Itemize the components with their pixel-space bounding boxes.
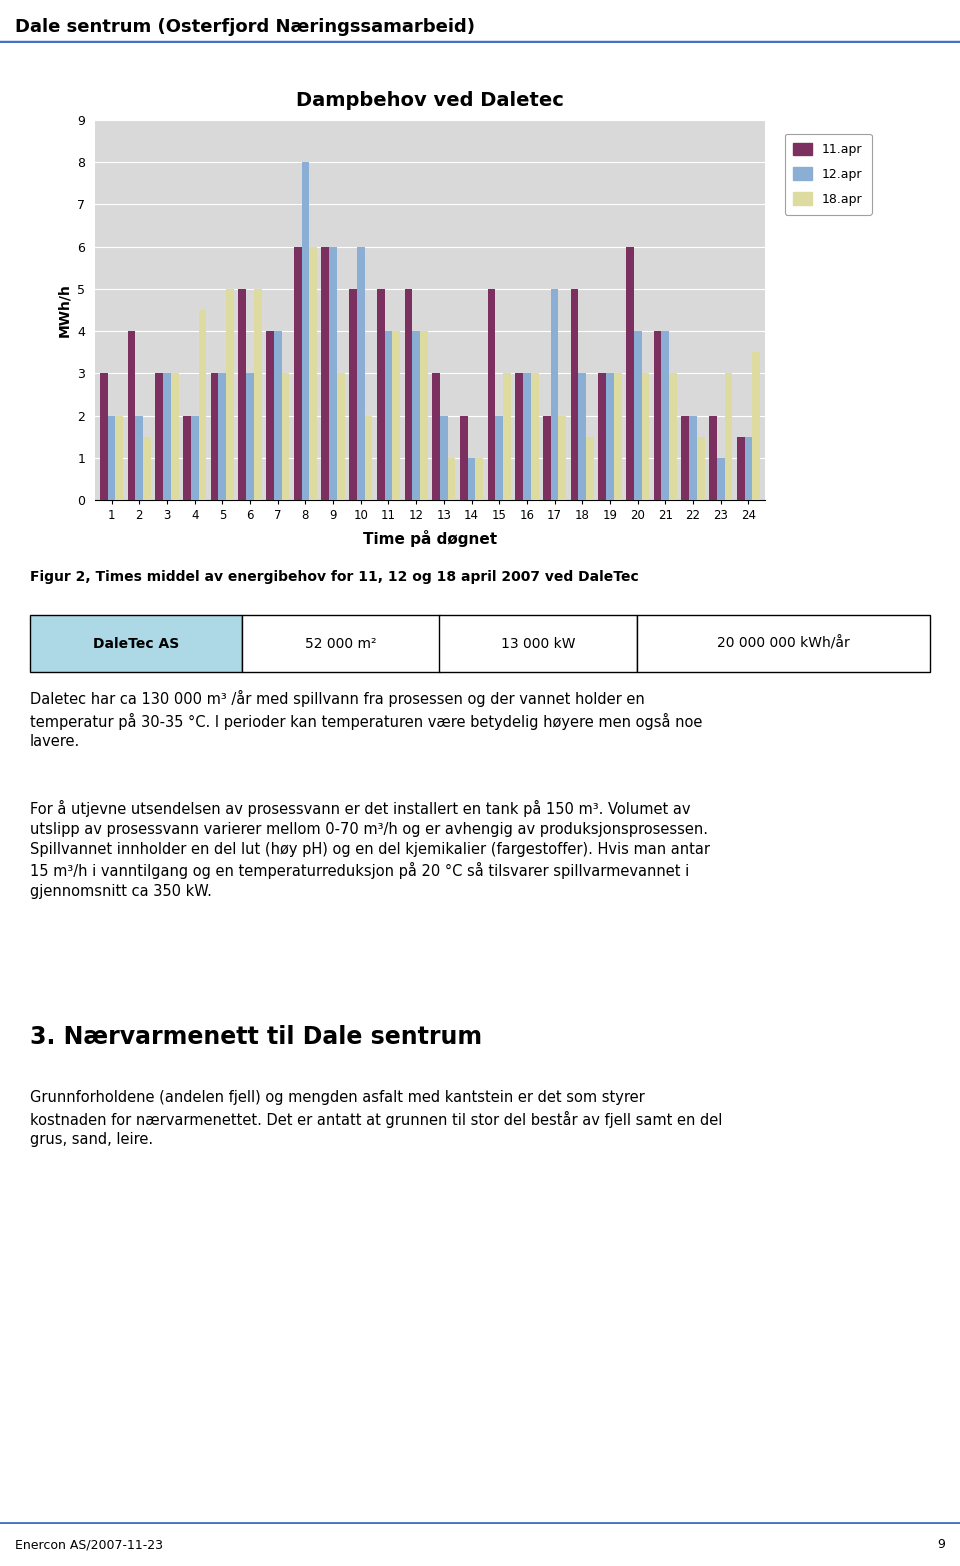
- Bar: [626, 247, 634, 500]
- Text: Enercon AS/2007-11-23: Enercon AS/2007-11-23: [15, 1538, 163, 1552]
- Bar: [709, 415, 717, 500]
- Bar: [365, 415, 372, 500]
- Bar: [503, 373, 511, 500]
- Text: For å utjevne utsendelsen av prosessvann er det installert en tank på 150 m³. Vo: For å utjevne utsendelsen av prosessvann…: [30, 800, 710, 899]
- Bar: [337, 373, 345, 500]
- Y-axis label: MWh/h: MWh/h: [58, 283, 72, 337]
- Bar: [736, 437, 745, 500]
- Bar: [531, 373, 539, 500]
- Bar: [637, 615, 930, 672]
- Bar: [570, 288, 578, 500]
- Text: 13 000 kW: 13 000 kW: [501, 636, 576, 650]
- Bar: [301, 163, 309, 500]
- Bar: [689, 415, 697, 500]
- Bar: [183, 415, 191, 500]
- Bar: [294, 247, 301, 500]
- Bar: [393, 330, 400, 500]
- Bar: [246, 373, 253, 500]
- Bar: [156, 373, 163, 500]
- Bar: [654, 330, 661, 500]
- Bar: [227, 288, 234, 500]
- Bar: [253, 288, 262, 500]
- Bar: [135, 415, 143, 500]
- Bar: [242, 615, 440, 672]
- Bar: [238, 288, 246, 500]
- Bar: [717, 457, 725, 500]
- Bar: [697, 437, 705, 500]
- Text: Daletec har ca 130 000 m³ /år med spillvann fra prosessen og der vannet holder e: Daletec har ca 130 000 m³ /år med spillv…: [30, 691, 703, 750]
- Bar: [516, 373, 523, 500]
- Bar: [404, 288, 412, 500]
- Bar: [661, 330, 669, 500]
- Text: Figur 2, Times middel av energibehov for 11, 12 og 18 april 2007 ved DaleTec: Figur 2, Times middel av energibehov for…: [30, 570, 638, 584]
- Bar: [357, 247, 365, 500]
- Text: Grunnforholdene (andelen fjell) og mengden asfalt med kantstein er det som styre: Grunnforholdene (andelen fjell) og mengd…: [30, 1090, 722, 1148]
- Bar: [191, 415, 199, 500]
- Text: Dale sentrum (Osterfjord Næringssamarbeid): Dale sentrum (Osterfjord Næringssamarbei…: [15, 19, 475, 36]
- Bar: [322, 247, 329, 500]
- Bar: [460, 415, 468, 500]
- Bar: [606, 373, 613, 500]
- Text: 20 000 000 kWh/år: 20 000 000 kWh/år: [717, 636, 851, 651]
- Bar: [488, 288, 495, 500]
- Text: 52 000 m²: 52 000 m²: [304, 636, 376, 650]
- Bar: [274, 330, 281, 500]
- Bar: [613, 373, 621, 500]
- Bar: [309, 247, 317, 500]
- Bar: [211, 373, 219, 500]
- Bar: [598, 373, 606, 500]
- Bar: [587, 437, 594, 500]
- Bar: [143, 437, 151, 500]
- Bar: [745, 437, 753, 500]
- Bar: [377, 288, 385, 500]
- Text: 3. Nærvarmenett til Dale sentrum: 3. Nærvarmenett til Dale sentrum: [30, 1026, 482, 1049]
- Bar: [440, 615, 637, 672]
- Bar: [495, 415, 503, 500]
- Bar: [266, 330, 274, 500]
- Bar: [682, 415, 689, 500]
- Bar: [163, 373, 171, 500]
- X-axis label: Time på døgnet: Time på døgnet: [363, 531, 497, 548]
- Bar: [634, 330, 641, 500]
- Bar: [281, 373, 289, 500]
- Text: DaleTec AS: DaleTec AS: [92, 636, 179, 650]
- Bar: [725, 373, 732, 500]
- Bar: [219, 373, 227, 500]
- Bar: [329, 247, 337, 500]
- Bar: [551, 288, 559, 500]
- Bar: [578, 373, 587, 500]
- Bar: [115, 415, 123, 500]
- Bar: [412, 330, 420, 500]
- Bar: [420, 330, 428, 500]
- Bar: [440, 415, 447, 500]
- Bar: [559, 415, 566, 500]
- Bar: [199, 310, 206, 500]
- Bar: [349, 288, 357, 500]
- Title: Dampbehov ved Daletec: Dampbehov ved Daletec: [296, 91, 564, 110]
- Bar: [468, 457, 475, 500]
- Bar: [753, 352, 760, 500]
- Bar: [475, 457, 483, 500]
- Bar: [543, 415, 551, 500]
- Bar: [171, 373, 179, 500]
- Bar: [447, 457, 455, 500]
- Legend: 11.apr, 12.apr, 18.apr: 11.apr, 12.apr, 18.apr: [784, 133, 872, 215]
- Bar: [108, 415, 115, 500]
- Bar: [669, 373, 677, 500]
- Bar: [523, 373, 531, 500]
- Bar: [30, 615, 242, 672]
- Bar: [385, 330, 393, 500]
- Bar: [128, 330, 135, 500]
- Bar: [100, 373, 108, 500]
- Bar: [641, 373, 649, 500]
- Bar: [432, 373, 440, 500]
- Text: 9: 9: [937, 1538, 945, 1552]
